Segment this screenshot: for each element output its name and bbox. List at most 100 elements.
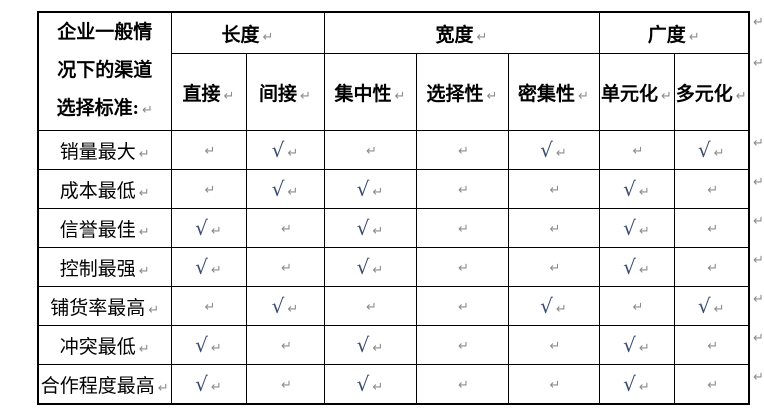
column-header[interactable]: 间接 ↵	[245, 53, 325, 131]
matrix-cell[interactable]: √ ↵	[507, 286, 600, 326]
row-label: 成本最低	[59, 180, 136, 202]
matrix-cell[interactable]: ↵	[598, 286, 675, 326]
matrix-cell[interactable]: ↵	[415, 130, 509, 170]
end-of-row-paragraph-mark: ↵	[753, 214, 764, 229]
column-header[interactable]: 直接 ↵	[170, 53, 247, 131]
paragraph-mark-icon: ↵	[366, 144, 377, 159]
end-of-row-paragraph-mark: ↵	[753, 292, 764, 307]
end-of-row-paragraph-mark: ↵	[753, 136, 764, 151]
matrix-cell[interactable]: √ ↵	[323, 325, 417, 365]
row-label-cell[interactable]: 控制最强 ↵	[37, 247, 172, 287]
matrix-cell[interactable]: ↵	[415, 364, 509, 405]
paragraph-mark-icon: ↵	[707, 378, 719, 393]
matrix-cell[interactable]: ↵	[598, 130, 675, 170]
column-group-header[interactable]: 广度 ↵	[598, 11, 750, 54]
matrix-cell[interactable]: ↵	[415, 169, 509, 209]
paragraph-mark-icon: ↵	[549, 339, 561, 354]
column-header[interactable]: 选择性 ↵	[415, 53, 509, 131]
end-of-row-paragraph-mark: ↵	[753, 15, 764, 30]
matrix-cell[interactable]: √ ↵	[245, 169, 325, 209]
column-header[interactable]: 多元化 ↵	[673, 53, 750, 131]
column-group-label: 广度	[647, 24, 686, 46]
matrix-cell[interactable]: ↵	[415, 247, 509, 287]
matrix-cell[interactable]: √ ↵	[598, 325, 675, 365]
matrix-cell[interactable]: √ ↵	[598, 208, 675, 248]
matrix-cell[interactable]: √ ↵	[598, 247, 675, 287]
paragraph-mark-icon: ↵	[141, 102, 153, 118]
matrix-cell[interactable]: ↵	[245, 364, 325, 405]
matrix-cell[interactable]: ↵	[415, 325, 509, 365]
check-mark-icon: √	[623, 176, 636, 201]
paragraph-mark-icon: ↵	[281, 222, 292, 237]
row-label-cell[interactable]: 合作程度最高 ↵	[37, 364, 172, 405]
column-header[interactable]: 集中性 ↵	[323, 53, 417, 131]
matrix-cell[interactable]: √ ↵	[170, 364, 247, 405]
check-mark-icon: √	[623, 215, 636, 240]
corner-label-line: 况下的渠道	[57, 59, 153, 81]
matrix-cell[interactable]: ↵	[673, 325, 750, 365]
matrix-cell[interactable]: ↵	[170, 169, 247, 209]
matrix-cell[interactable]: ↵	[507, 208, 600, 248]
row-label-cell[interactable]: 信誉最佳 ↵	[37, 208, 172, 248]
matrix-cell[interactable]: √ ↵	[323, 247, 417, 287]
column-group-header[interactable]: 长度 ↵	[170, 11, 325, 54]
matrix-cell[interactable]: √ ↵	[598, 364, 675, 405]
matrix-cell[interactable]: ↵	[673, 247, 750, 287]
paragraph-mark-icon: ↵	[555, 145, 567, 161]
header-group-row: 企业一般情 况下的渠道 选择标准: ↵ 长度 ↵ 宽度 ↵ 广度 ↵	[37, 11, 750, 131]
matrix-cell[interactable]: √ ↵	[323, 169, 417, 209]
matrix-cell[interactable]: √ ↵	[245, 286, 325, 326]
matrix-cell[interactable]: ↵	[170, 130, 247, 170]
row-label: 信誉最佳	[59, 219, 136, 241]
matrix-cell[interactable]: ↵	[323, 286, 417, 326]
paragraph-mark-icon: ↵	[300, 88, 311, 104]
matrix-cell[interactable]: √ ↵	[673, 130, 750, 170]
row-label-cell[interactable]: 成本最低 ↵	[37, 169, 172, 209]
row-label-cell[interactable]: 销量最大 ↵	[37, 130, 172, 170]
matrix-cell[interactable]: ↵	[507, 325, 600, 365]
check-mark-icon: √	[271, 176, 285, 201]
paragraph-mark-icon: ↵	[210, 340, 222, 356]
matrix-cell[interactable]: √ ↵	[170, 325, 247, 365]
matrix-cell[interactable]: √ ↵	[507, 130, 600, 170]
matrix-cell[interactable]: ↵	[415, 286, 509, 326]
column-group-header[interactable]: 宽度 ↵	[323, 11, 600, 54]
matrix-cell[interactable]: √ ↵	[245, 130, 325, 170]
matrix-cell[interactable]: ↵	[673, 169, 750, 209]
paragraph-mark-icon: ↵	[204, 183, 216, 198]
column-header[interactable]: 单元化 ↵	[598, 53, 675, 131]
matrix-cell[interactable]: ↵	[245, 247, 325, 287]
paragraph-mark-icon: ↵	[713, 145, 725, 161]
matrix-cell[interactable]: √ ↵	[598, 169, 675, 209]
row-label-cell[interactable]: 冲突最低 ↵	[37, 325, 172, 365]
matrix-cell[interactable]: ↵	[170, 286, 247, 326]
matrix-cell[interactable]: ↵	[507, 169, 600, 209]
column-header[interactable]: 密集性 ↵	[507, 53, 600, 131]
matrix-cell[interactable]: √ ↵	[170, 247, 247, 287]
matrix-cell[interactable]: √ ↵	[673, 286, 750, 326]
paragraph-mark-icon: ↵	[555, 301, 567, 317]
matrix-cell[interactable]: ↵	[507, 364, 600, 405]
paragraph-mark-icon: ↵	[223, 88, 235, 104]
paragraph-mark-icon: ↵	[638, 379, 650, 395]
column-header-label: 多元化	[675, 83, 733, 105]
matrix-cell[interactable]: ↵	[415, 208, 509, 248]
matrix-cell[interactable]: √ ↵	[323, 364, 417, 405]
row-label-cell[interactable]: 铺货率最高 ↵	[37, 286, 172, 326]
matrix-cell[interactable]: ↵	[323, 130, 417, 170]
matrix-cell[interactable]: ↵	[245, 325, 325, 365]
paragraph-mark-icon: ↵	[458, 222, 469, 237]
end-of-row-paragraph-mark: ↵	[753, 175, 764, 190]
matrix-cell[interactable]: √ ↵	[323, 208, 417, 248]
matrix-cell[interactable]: ↵	[673, 208, 750, 248]
paragraph-mark-icon: ↵	[366, 300, 377, 315]
matrix-cell[interactable]: ↵	[245, 208, 325, 248]
matrix-cell[interactable]: ↵	[673, 364, 750, 405]
matrix-cell[interactable]: ↵	[507, 247, 600, 287]
matrix-cell[interactable]: √ ↵	[170, 208, 247, 248]
paragraph-mark-icon: ↵	[157, 380, 169, 396]
paragraph-mark-icon: ↵	[262, 29, 274, 45]
paragraph-mark-icon: ↵	[707, 261, 719, 276]
corner-label-cell[interactable]: 企业一般情 况下的渠道 选择标准: ↵	[37, 11, 172, 131]
paragraph-mark-icon: ↵	[578, 88, 589, 104]
